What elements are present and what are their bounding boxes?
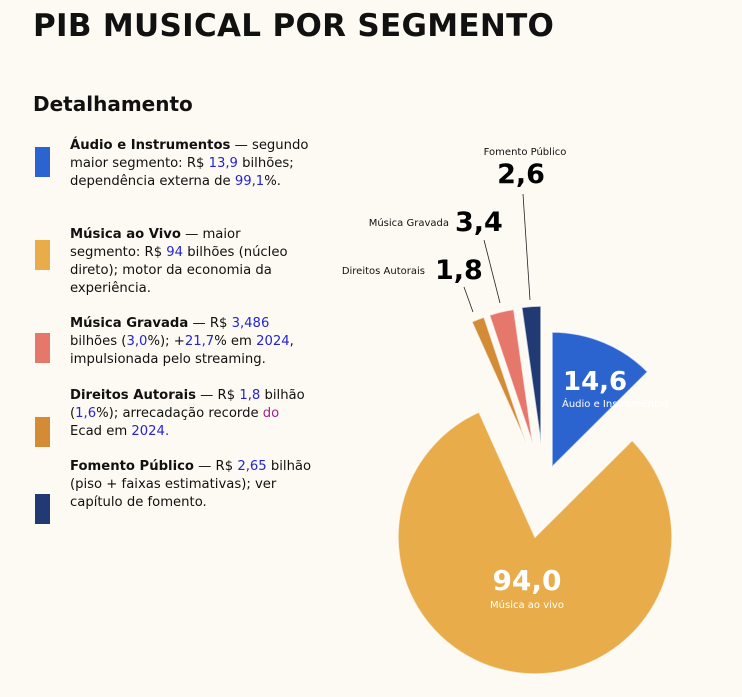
legend-description: , impulsionada pelo streaming. bbox=[70, 334, 294, 367]
legend-value: 3,486 bbox=[231, 316, 270, 331]
slice-value-label: 94,0 bbox=[492, 564, 561, 597]
legend-value: 1,6 bbox=[75, 406, 97, 421]
legend-swatch bbox=[35, 494, 50, 524]
legend-value: do bbox=[262, 406, 280, 421]
legend-value: 1,8 bbox=[239, 388, 261, 403]
legend-description: — R$ bbox=[188, 316, 232, 331]
legend-description: — maior segmento: R$ bbox=[70, 227, 241, 260]
legend-description: %); + bbox=[147, 334, 185, 349]
slice-value-label: 3,4 bbox=[455, 207, 503, 238]
slice-name-label: Fomento Público bbox=[484, 146, 567, 158]
section-heading: Detalhamento bbox=[33, 92, 193, 116]
legend-swatch bbox=[35, 333, 50, 363]
slice-name-label: Áudio e Instrumentos bbox=[562, 397, 669, 410]
legend-description: Ecad em bbox=[70, 424, 132, 439]
legend-description: — R$ bbox=[193, 459, 238, 474]
legend-description: bilhões ( bbox=[70, 334, 127, 349]
leader-line bbox=[463, 286, 474, 313]
legend-swatch bbox=[35, 147, 50, 177]
legend-value: 13,9 bbox=[208, 156, 238, 171]
leader-line bbox=[522, 193, 531, 301]
legend-swatch bbox=[35, 417, 50, 447]
legend-value: 99,1 bbox=[234, 174, 265, 189]
legend-description: %. bbox=[264, 174, 281, 189]
legend-value: 2024 bbox=[256, 334, 290, 349]
pie-slice bbox=[470, 316, 528, 446]
slice-value-label: 14,6 bbox=[563, 367, 627, 397]
legend-label: Áudio e Instrumentos bbox=[70, 138, 231, 153]
legend-description: bilhões (núcleo direto); motor da econom… bbox=[70, 245, 288, 296]
legend-value: 2024. bbox=[131, 424, 170, 439]
legend-description: bilhão ( bbox=[70, 388, 305, 421]
legend-description: — R$ bbox=[195, 388, 240, 403]
slice-value-label: 2,6 bbox=[497, 159, 545, 190]
slice-name-label: Música Gravada bbox=[369, 217, 449, 229]
legend-label: Fomento Público bbox=[70, 459, 194, 474]
leader-line bbox=[483, 239, 501, 304]
legend-description: bilhões; dependência externa de bbox=[70, 156, 294, 189]
pie-slice bbox=[488, 308, 534, 446]
legend-value: 94 bbox=[166, 245, 184, 260]
pie-slice bbox=[520, 305, 542, 445]
legend-value: 21,7 bbox=[184, 334, 215, 349]
legend-text: Fomento Público — R$ 2,65 bilhão (piso +… bbox=[70, 458, 315, 512]
legend-text: Música Gravada — R$ 3,486 bilhões (3,0%)… bbox=[70, 315, 315, 369]
pie-slice bbox=[397, 410, 673, 675]
legend-text: Direitos Autorais — R$ 1,8 bilhão (1,6%)… bbox=[70, 387, 315, 441]
pie-slice bbox=[551, 331, 649, 469]
legend-description: % em bbox=[214, 334, 257, 349]
legend-swatch bbox=[35, 240, 50, 270]
page-title: PIB MUSICAL POR SEGMENTO bbox=[33, 8, 555, 44]
legend-label: Direitos Autorais bbox=[70, 388, 196, 403]
slice-name-label: Direitos Autorais bbox=[342, 266, 425, 277]
legend-label: Música Gravada bbox=[70, 316, 189, 331]
legend-description: — segundo maior segmento: R$ bbox=[70, 138, 309, 171]
slice-value-label: 1,8 bbox=[435, 255, 483, 286]
legend-description: %); arrecadação recorde bbox=[96, 406, 263, 421]
legend-description: bilhão (piso + faixas estimativas); ver … bbox=[70, 459, 312, 510]
legend-text: Música ao Vivo — maior segmento: R$ 94 b… bbox=[70, 226, 315, 298]
legend-text: Áudio e Instrumentos — segundo maior seg… bbox=[70, 137, 315, 191]
legend-label: Música ao Vivo bbox=[70, 227, 181, 242]
slice-name-label: Música ao vivo bbox=[490, 599, 564, 611]
legend-value: 2,65 bbox=[237, 459, 267, 474]
legend-value: 3,0 bbox=[126, 334, 148, 349]
